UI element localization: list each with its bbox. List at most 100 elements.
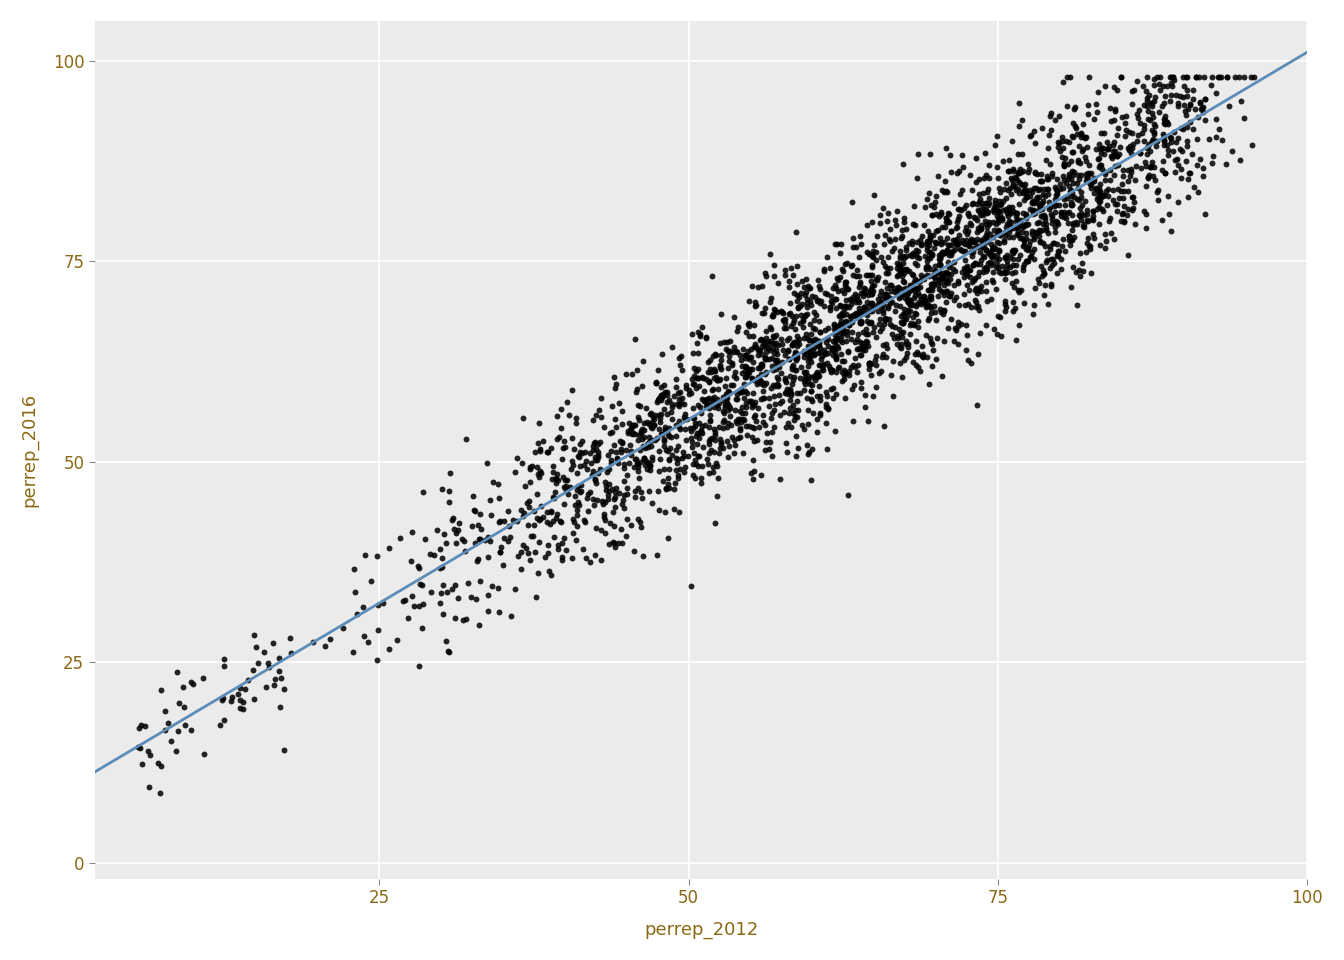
Point: [1060, 188, 1082, 204]
Point: [1058, 171, 1079, 186]
Point: [646, 393, 668, 408]
Point: [626, 381, 648, 396]
Point: [996, 190, 1017, 205]
Point: [1138, 87, 1160, 103]
Point: [638, 434, 660, 449]
Point: [641, 438, 663, 453]
Point: [753, 336, 774, 351]
Point: [937, 272, 958, 287]
Point: [692, 426, 714, 442]
Point: [629, 443, 650, 458]
Point: [890, 314, 911, 329]
Point: [570, 484, 591, 499]
Point: [1032, 202, 1054, 217]
Point: [894, 210, 915, 226]
Point: [1181, 146, 1203, 161]
Point: [1039, 108, 1060, 124]
Point: [1134, 97, 1156, 112]
Point: [694, 393, 715, 408]
Point: [1038, 141, 1059, 156]
Point: [1009, 282, 1031, 298]
Point: [645, 375, 667, 391]
Point: [1056, 205, 1078, 221]
Point: [804, 304, 825, 320]
Point: [1050, 205, 1071, 221]
Point: [921, 334, 942, 349]
Point: [872, 338, 894, 353]
Point: [594, 525, 616, 540]
Point: [1106, 197, 1128, 212]
Point: [700, 442, 722, 457]
Point: [1089, 183, 1110, 199]
Point: [474, 533, 496, 548]
Point: [984, 204, 1005, 220]
Point: [1070, 205, 1091, 221]
Point: [821, 341, 843, 356]
Point: [543, 490, 564, 505]
Point: [796, 284, 817, 300]
Point: [832, 307, 853, 323]
Point: [797, 402, 818, 418]
Point: [829, 245, 851, 260]
Y-axis label: perrep_2016: perrep_2016: [22, 393, 39, 507]
Point: [1208, 121, 1230, 136]
Point: [586, 492, 607, 507]
Point: [919, 330, 941, 346]
Point: [782, 405, 804, 420]
Point: [1183, 92, 1204, 108]
Point: [638, 463, 660, 478]
Point: [941, 224, 962, 239]
Point: [700, 430, 722, 445]
Point: [547, 537, 569, 552]
Point: [366, 548, 387, 564]
Point: [844, 335, 866, 350]
Point: [982, 239, 1004, 254]
Point: [769, 387, 790, 402]
Point: [681, 401, 703, 417]
Point: [825, 300, 847, 315]
Point: [586, 452, 607, 468]
Point: [1032, 186, 1054, 202]
Point: [759, 247, 781, 262]
Point: [1075, 244, 1097, 259]
Point: [540, 516, 562, 532]
Point: [628, 433, 649, 448]
Point: [1059, 183, 1081, 199]
Point: [797, 446, 818, 462]
Point: [847, 289, 868, 304]
Point: [1188, 108, 1210, 124]
Point: [655, 385, 676, 400]
Point: [677, 412, 699, 427]
Point: [1141, 155, 1163, 170]
Point: [961, 196, 982, 211]
Point: [1070, 129, 1091, 144]
Point: [997, 163, 1019, 179]
Point: [710, 306, 731, 322]
Point: [1193, 112, 1215, 128]
Point: [891, 264, 913, 279]
Point: [1047, 216, 1068, 231]
Point: [856, 267, 878, 282]
Point: [1085, 141, 1106, 156]
Point: [1005, 205, 1027, 221]
Point: [1012, 263, 1034, 278]
Point: [1153, 137, 1175, 153]
Point: [719, 438, 741, 453]
Point: [668, 350, 689, 366]
Point: [1141, 98, 1163, 113]
Point: [970, 252, 992, 268]
Point: [1054, 156, 1075, 172]
Point: [585, 434, 606, 449]
Point: [1160, 130, 1181, 145]
Point: [977, 225, 999, 240]
Point: [1075, 202, 1097, 217]
Point: [708, 372, 730, 388]
Point: [905, 305, 926, 321]
Point: [759, 435, 781, 450]
Point: [738, 393, 759, 408]
Point: [1004, 243, 1025, 258]
Point: [704, 427, 726, 443]
Point: [671, 348, 692, 364]
Point: [851, 341, 872, 356]
Point: [888, 256, 910, 272]
